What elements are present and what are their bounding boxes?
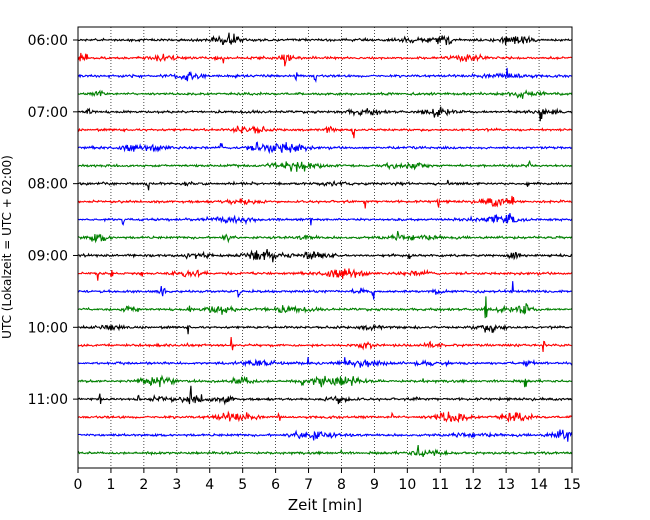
trace-line xyxy=(77,248,573,263)
trace-line xyxy=(77,141,573,155)
trace-line xyxy=(77,179,573,191)
trace-line xyxy=(77,356,573,369)
trace-line xyxy=(77,296,573,319)
trace-line xyxy=(77,281,573,300)
trace-line xyxy=(77,106,572,122)
trace-line xyxy=(77,445,573,458)
x-tick-label: 3 xyxy=(172,477,181,493)
trace-line xyxy=(77,67,573,84)
x-tick-label: 0 xyxy=(74,477,83,493)
x-tick-label: 15 xyxy=(563,477,581,493)
x-tick-label: 9 xyxy=(370,477,379,493)
x-tick-label: 2 xyxy=(139,477,148,493)
trace-line xyxy=(77,159,573,172)
y-tick-label: 06:00 xyxy=(28,33,68,49)
trace-line xyxy=(77,385,573,406)
x-axis-label: Zeit [min] xyxy=(288,496,362,514)
trace-line xyxy=(77,374,573,388)
x-tick-label: 6 xyxy=(271,477,280,493)
y-tick-label: 07:00 xyxy=(28,105,68,121)
x-tick-label: 1 xyxy=(106,477,115,493)
trace-line xyxy=(77,429,573,442)
x-tick-label: 8 xyxy=(337,477,346,493)
y-tick-label: 11:00 xyxy=(28,392,68,408)
y-axis-ticks: 06:00 07:00 08:00 09:00 10:00 11:00 xyxy=(28,33,78,408)
trace-line xyxy=(77,195,573,209)
x-tick-label: 10 xyxy=(398,477,416,493)
x-tick-label: 7 xyxy=(304,477,313,493)
x-tick-label: 11 xyxy=(431,477,449,493)
trace-line xyxy=(77,410,573,424)
x-tick-label: 5 xyxy=(238,477,247,493)
y-tick-label: 09:00 xyxy=(28,248,68,264)
x-tick-label: 13 xyxy=(497,477,515,493)
x-tick-label: 12 xyxy=(464,477,482,493)
y-axis-label: UTC (Lokalzeit = UTC + 02:00) xyxy=(0,155,14,339)
trace-line xyxy=(77,230,573,244)
trace-line xyxy=(77,125,573,139)
y-tick-label: 10:00 xyxy=(28,320,68,336)
trace-line xyxy=(77,89,573,99)
plot-frame xyxy=(77,26,573,469)
y-tick-label: 08:00 xyxy=(28,177,68,193)
trace-line xyxy=(77,52,573,67)
x-tick-label: 4 xyxy=(205,477,214,493)
seismic-traces xyxy=(77,32,573,458)
trace-line xyxy=(77,323,573,335)
x-axis-ticks: 0 1 2 3 4 5 6 7 8 9 10 11 12 13 14 15 xyxy=(74,468,581,493)
trace-line xyxy=(77,213,573,226)
trace-line xyxy=(77,337,573,353)
trace-line xyxy=(77,32,573,46)
trace-line xyxy=(77,268,573,281)
x-tick-label: 14 xyxy=(530,477,548,493)
